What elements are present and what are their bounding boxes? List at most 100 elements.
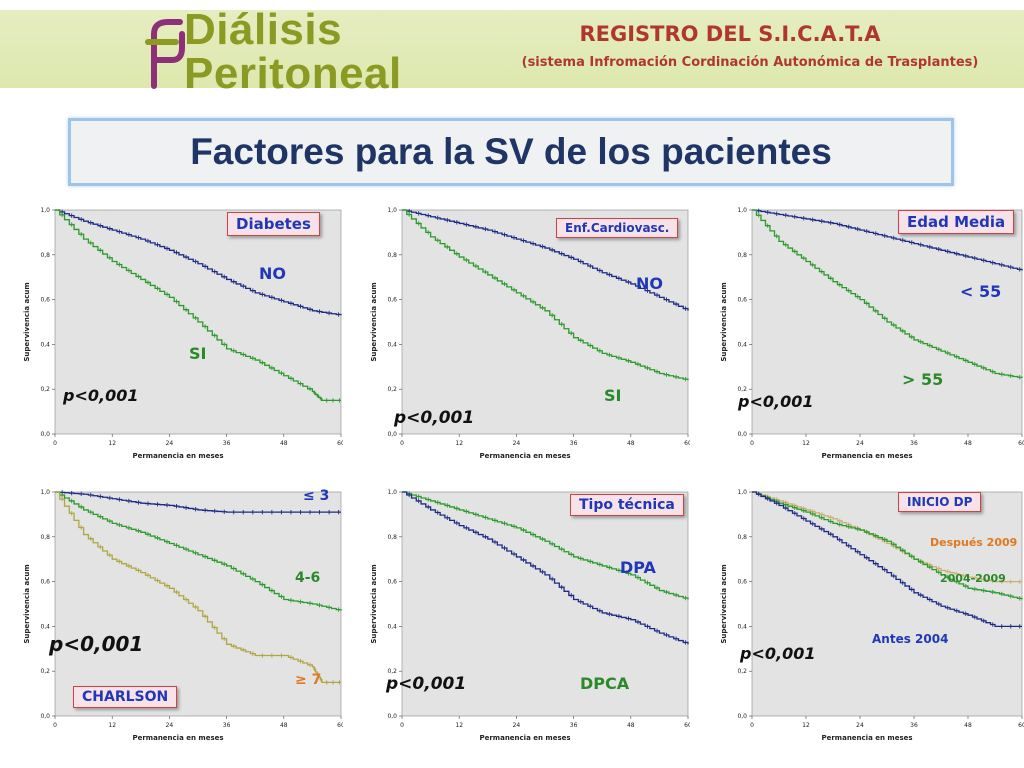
y-tick-label: 0,2 [737,386,747,393]
y-tick-label: 0,0 [387,431,397,438]
x-tick-label: 36 [223,440,231,447]
x-tick-label: 48 [280,440,288,447]
x-axis-title: Permanencia en meses [479,734,570,742]
survival-curve-2 [402,209,689,381]
dialisis-peritoneal-logo: Diálisis Peritoneal [140,8,430,100]
survival-curve-2 [55,491,342,611]
main-title: Factores para la SV de los pacientes [190,131,832,172]
y-tick-label: 0,6 [40,579,50,586]
y-tick-label: 1,0 [737,207,747,214]
chart-panel-cardiovascular: 0,0 0,2 0,4 0,6 0,8 1,0 0 12 24 36 48 60 Permanencia… [350,200,690,472]
x-tick-label: 60 [684,440,690,447]
survival-curve-3 [55,491,341,684]
y-tick-label: 0,2 [40,668,50,675]
series-label-2004-2009: 2004-2009 [940,572,1006,585]
series-label-charlson-mid: 4-6 [295,570,321,586]
y-tick-label: 0,4 [40,623,50,630]
y-tick-label: 0,0 [40,713,50,720]
p-value: p<0,001 [740,644,816,663]
y-tick-label: 1,0 [40,207,50,214]
survival-curve-2 [402,491,689,645]
survival-curve-2 [752,491,1023,600]
registry-subtitle: (sistema Infromación Cordinación Autonóm… [521,55,979,70]
y-tick-label: 0,4 [40,341,50,348]
y-tick-label: 0,4 [737,623,747,630]
plot-area [751,491,1023,717]
y-axis-title: Supervivencia acum [370,282,378,361]
panel-label-diabetes: Diabetes [227,212,320,236]
y-tick-label: 1,0 [387,207,397,214]
x-tick-label: 12 [108,722,116,729]
y-tick-label: 0,0 [737,431,747,438]
series-label-antes-2004: Antes 2004 [872,632,949,646]
chart-panel-tipo-tecnica: 0,0 0,2 0,4 0,6 0,8 1,0 0 12 24 36 48 60 Permanencia… [350,482,690,754]
p-value: p<0,001 [394,408,475,428]
y-tick-label: 0,8 [40,534,50,541]
chart-panel-diabetes: 0,0 0,2 0,4 0,6 0,8 1,0 0 12 24 36 48 60 Permanencia… [3,200,343,472]
panel-label-charlson: CHARLSON [73,686,178,708]
logo-line1: Diálisis [184,5,343,54]
y-tick-label: 0,2 [737,668,747,675]
y-tick-label: 0,4 [387,623,397,630]
x-axis-title: Permanencia en meses [132,452,223,460]
x-tick-label: 60 [1018,440,1024,447]
x-tick-label: 24 [856,440,864,447]
y-tick-label: 0,6 [387,579,397,586]
series-label-over-55: > 55 [902,370,944,389]
y-tick-label: 0,0 [737,713,747,720]
y-axis-title: Supervivencia acum [720,564,728,643]
km-plot-charlson: 0,0 0,2 0,4 0,6 0,8 1,0 0 12 24 36 48 60 Permanencia… [23,489,343,742]
x-axis-title: Permanencia en meses [479,452,570,460]
registry-title: REGISTRO DEL S.I.C.A.T.A [579,22,881,46]
km-plot-inicio-dp: 0,0 0,2 0,4 0,6 0,8 1,0 0 12 24 36 48 60 Permanencia… [720,489,1024,742]
y-axis-title: Supervivencia acum [23,282,31,361]
panel-label-edad-media: Edad Media [898,210,1015,234]
x-tick-label: 0 [750,722,754,729]
y-tick-label: 0,2 [40,386,50,393]
x-tick-label: 12 [455,440,463,447]
y-tick-label: 0,0 [40,431,50,438]
series-label-si: SI [604,386,622,405]
y-axis-title: Supervivencia acum [720,282,728,361]
survival-curve-1 [402,491,689,600]
y-tick-label: 0,6 [387,297,397,304]
x-tick-label: 60 [337,440,343,447]
y-axis-title: Supervivencia acum [370,564,378,643]
x-tick-label: 24 [513,440,521,447]
y-tick-label: 1,0 [40,489,50,496]
series-label-si: SI [189,344,207,363]
x-axis-title: Permanencia en meses [821,734,912,742]
p-value: p<0,001 [49,632,144,656]
x-tick-label: 24 [166,722,174,729]
y-tick-label: 0,6 [737,579,747,586]
x-tick-label: 0 [750,440,754,447]
survival-curve-1 [55,491,341,513]
x-tick-label: 36 [910,722,918,729]
logo-mark-icon [145,19,185,89]
x-tick-label: 0 [53,722,57,729]
y-tick-label: 0,8 [387,252,397,259]
x-tick-label: 0 [53,440,57,447]
y-tick-label: 0,2 [387,386,397,393]
y-tick-label: 0,0 [387,713,397,720]
x-tick-label: 24 [166,440,174,447]
x-tick-label: 12 [802,440,810,447]
p-value: p<0,001 [738,392,814,411]
survival-curve-1 [752,209,1023,271]
plot-area [401,491,689,717]
y-tick-label: 0,8 [40,252,50,259]
chart-panel-inicio-dp: 0,0 0,2 0,4 0,6 0,8 1,0 0 12 24 36 48 60 Permanencia… [700,482,1024,754]
survival-curve-2 [55,209,341,402]
series-label-dpa: DPA [620,558,656,577]
x-tick-label: 36 [223,722,231,729]
chart-panel-charlson: 0,0 0,2 0,4 0,6 0,8 1,0 0 12 24 36 48 60 Permanencia… [3,482,343,754]
y-tick-label: 0,6 [40,297,50,304]
km-plot-edad-media: 0,0 0,2 0,4 0,6 0,8 1,0 0 12 24 36 48 60 Permanencia… [720,207,1024,460]
x-tick-label: 36 [570,722,578,729]
x-tick-label: 48 [627,722,635,729]
x-tick-label: 60 [337,722,343,729]
x-tick-label: 48 [280,722,288,729]
series-label-charlson-low: ≤ 3 [303,488,330,504]
series-label-no: NO [636,274,663,293]
x-tick-label: 12 [802,722,810,729]
